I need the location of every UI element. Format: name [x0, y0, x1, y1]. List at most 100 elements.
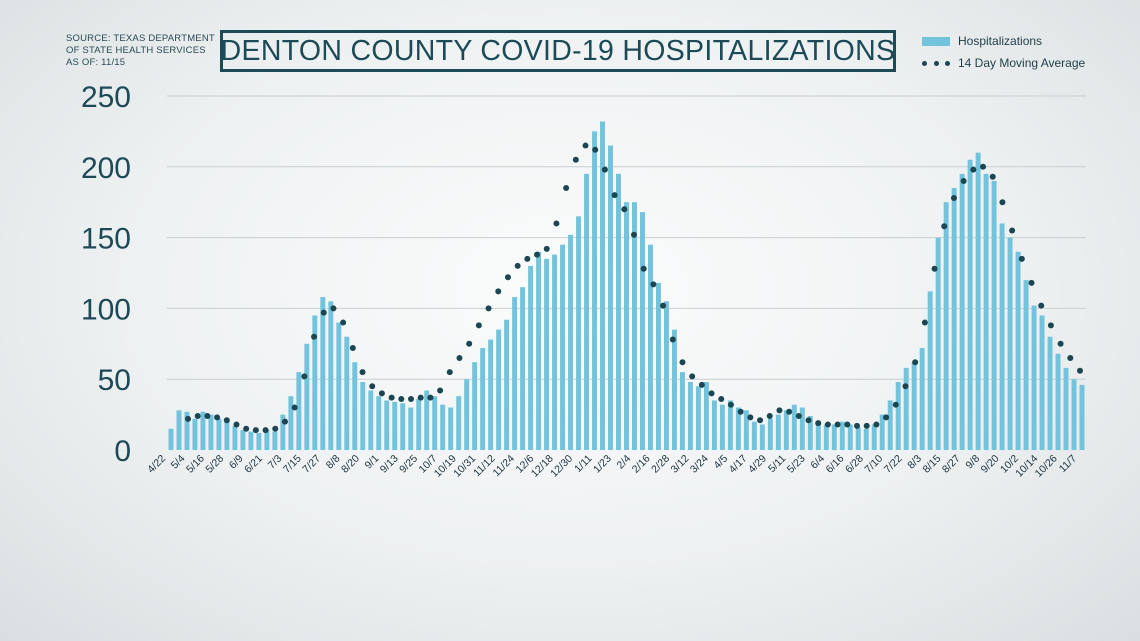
moving-average-point [921, 319, 928, 326]
moving-average-point [611, 192, 618, 199]
hospitalization-bar [871, 424, 877, 450]
moving-average-point [640, 265, 647, 272]
hospitalization-bar [424, 390, 430, 450]
x-tick-label: 1/23 [591, 453, 614, 476]
hospitalization-bar [687, 382, 693, 450]
moving-average-point [214, 414, 221, 421]
legend-label-hospitalizations: Hospitalizations [958, 34, 1043, 48]
hospitalization-bar [703, 382, 709, 450]
hospitalization-bar [815, 421, 821, 450]
hospitalization-bar [951, 188, 957, 451]
x-tick-label: 5/16 [184, 453, 207, 476]
moving-average-point [408, 396, 414, 403]
hospitalization-bar [823, 424, 829, 450]
hospitalization-bar [200, 411, 206, 450]
moving-average-point [204, 413, 211, 420]
moving-average-point [902, 383, 909, 390]
moving-average-point [786, 408, 793, 415]
moving-average-point [272, 425, 279, 432]
hospitalization-bar [272, 431, 278, 450]
hospitalization-bar [328, 301, 334, 450]
moving-average-point [543, 245, 550, 252]
hospitalization-bar [504, 319, 510, 450]
hospitalization-bar [616, 173, 621, 450]
moving-average-point [553, 220, 560, 227]
moving-average-point [330, 305, 337, 312]
hospitalization-bar [496, 329, 502, 450]
x-tick-label: 9/25 [397, 453, 420, 476]
hospitalization-bar [368, 390, 374, 450]
hospitalization-bar [312, 315, 318, 450]
moving-average-point [466, 340, 473, 347]
moving-average-point [757, 417, 764, 424]
moving-average-point [824, 421, 831, 428]
hospitalization-bar [560, 244, 566, 450]
moving-average-point [834, 421, 841, 428]
moving-average-point [999, 199, 1006, 206]
hospitalization-bar [456, 396, 462, 450]
moving-average-point [301, 373, 308, 380]
hospitalization-bar [568, 234, 574, 450]
hospitalization-bar [632, 202, 637, 450]
hospitalization-bar [1039, 315, 1045, 450]
hospitalization-bar [280, 414, 286, 450]
hospitalization-bar [775, 414, 781, 450]
moving-average-point [504, 274, 511, 281]
moving-average-point [359, 369, 366, 376]
hospitalization-bar [480, 348, 486, 450]
hospitalization-bar [999, 223, 1005, 450]
moving-average-point [437, 387, 444, 394]
hospitalization-bar [943, 202, 949, 450]
hospitalization-bar [695, 386, 701, 450]
x-tick-label: 6/28 [843, 453, 866, 476]
hospitalization-bar [783, 410, 789, 450]
hospitalization-bar [1047, 336, 1053, 450]
moving-average-point [970, 166, 977, 173]
hospitalization-bar [648, 244, 653, 450]
hospitalization-bar [863, 428, 869, 450]
moving-average-point [718, 396, 725, 403]
hospitalization-bar [240, 430, 246, 450]
hospitalization-bar [552, 254, 558, 450]
x-tick-label: 9/13 [378, 453, 401, 476]
x-tick-label: 6/16 [824, 453, 847, 476]
moving-average-point [601, 166, 608, 173]
x-tick-label: 8/15 [921, 453, 944, 476]
moving-average-point [475, 322, 482, 329]
hospitalization-bar [232, 425, 238, 450]
hospitalization-bar [1007, 237, 1013, 450]
moving-average-point [563, 185, 570, 192]
moving-average-point [844, 421, 851, 428]
x-tick-label: 4/22 [145, 453, 168, 476]
y-tick-label: 150 [81, 223, 131, 256]
x-tick-label: 7/22 [882, 453, 905, 476]
moving-average-point [708, 390, 715, 397]
hospitalization-bar [608, 145, 613, 450]
hospitalization-bar [679, 372, 685, 450]
legend: Hospitalizations 14 Day Moving Average [922, 30, 1085, 74]
moving-average-point [1067, 354, 1074, 361]
y-tick-label: 0 [114, 435, 131, 468]
moving-average-point [815, 420, 822, 427]
moving-average-point [795, 413, 802, 420]
hospitalization-bar [743, 410, 749, 450]
hospitalization-bar [895, 382, 901, 450]
hospitalization-bar [584, 173, 590, 450]
moving-average-point [243, 425, 250, 432]
x-tick-label: 2/16 [630, 453, 653, 476]
hospitalization-bar [384, 400, 390, 450]
moving-average-point [446, 369, 453, 376]
hospitalization-bar [600, 121, 605, 451]
moving-average-point [223, 417, 230, 424]
hospitalization-bar [991, 180, 997, 450]
moving-average-point [660, 302, 667, 309]
hospitalization-bar [544, 258, 550, 450]
moving-average-point [194, 413, 201, 420]
hospitalization-bar [408, 407, 414, 450]
hospitalization-bar [1071, 379, 1077, 450]
hospitalization-bar [336, 322, 342, 450]
moving-average-point [1057, 340, 1064, 347]
hospitalization-bar [735, 407, 741, 450]
hospitalization-bar [839, 421, 845, 450]
moving-average-series [185, 142, 1083, 434]
